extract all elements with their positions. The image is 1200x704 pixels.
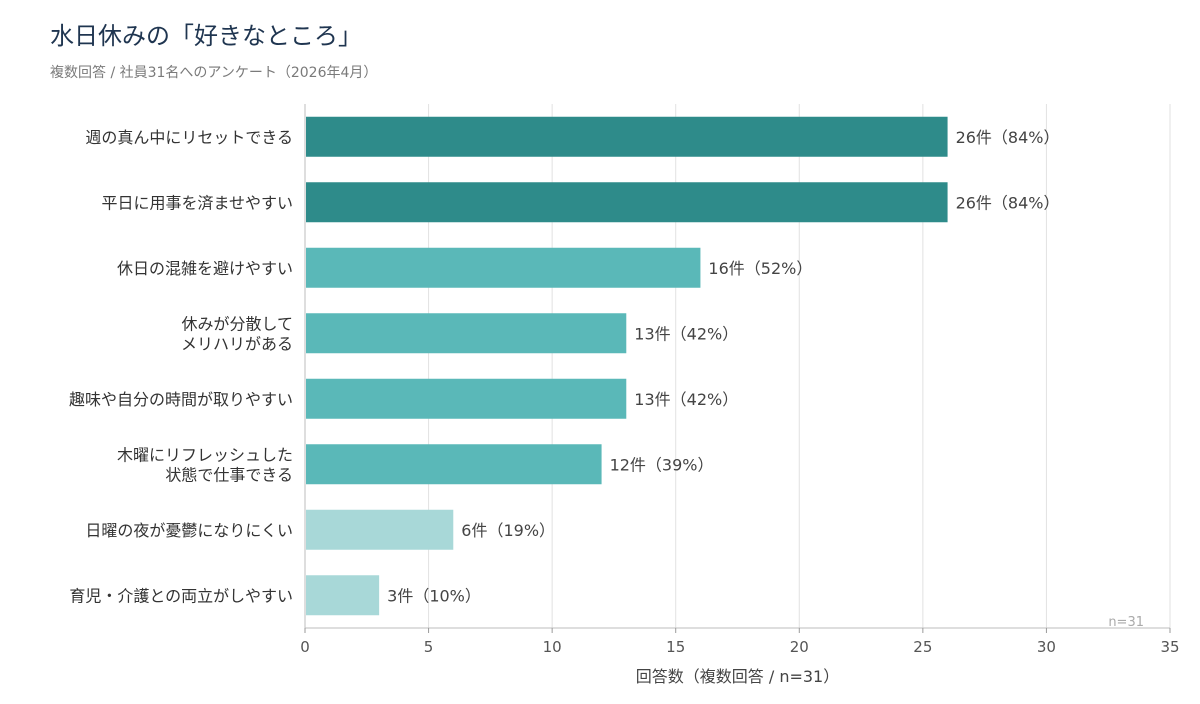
bar	[306, 378, 627, 419]
x-tick-label: 5	[424, 638, 434, 656]
x-axis-title: 回答数（複数回答 / n=31）	[636, 667, 839, 686]
value-label: 13件（42%）	[634, 324, 738, 343]
x-tick-label: 30	[1037, 638, 1056, 656]
chart-subtitle: 複数回答 / 社員31名へのアンケート（2026年4月）	[50, 65, 378, 81]
category-label: 休みが分散してメリハリがある	[181, 314, 293, 353]
value-label: 6件（19%）	[461, 521, 555, 540]
bar	[306, 116, 948, 157]
value-label: 13件（42%）	[634, 390, 738, 409]
category-label: 木曜にリフレッシュした状態で仕事できる	[117, 445, 293, 484]
category-label: 日曜の夜が憂鬱になりにくい	[85, 521, 293, 540]
x-tick-label: 20	[790, 638, 809, 656]
bar	[306, 182, 948, 223]
x-tick-label: 10	[543, 638, 562, 656]
x-tick-label: 0	[300, 638, 310, 656]
bar	[306, 444, 602, 485]
bar	[306, 247, 701, 288]
category-label: 平日に用事を済ませやすい	[101, 193, 293, 212]
sample-size-annotation: n=31	[1108, 615, 1144, 630]
value-label: 26件（84%）	[956, 128, 1060, 147]
category-label: 週の真ん中にリセットできる	[85, 128, 293, 147]
bar	[306, 575, 380, 616]
x-tick-label: 25	[913, 638, 932, 656]
x-tick-label: 15	[666, 638, 685, 656]
value-label: 12件（39%）	[610, 455, 714, 474]
x-tick-label: 35	[1160, 638, 1179, 656]
category-label: 育児・介護との両立がしやすい	[69, 586, 293, 605]
value-label: 16件（52%）	[708, 259, 812, 278]
value-label: 26件（84%）	[956, 193, 1060, 212]
chart-title: 水日休みの「好きなところ」	[50, 22, 362, 50]
category-label: 趣味や自分の時間が取りやすい	[69, 390, 293, 409]
category-label: 休日の混雑を避けやすい	[117, 259, 293, 278]
bar	[306, 509, 454, 550]
value-label: 3件（10%）	[387, 586, 481, 605]
bar	[306, 313, 627, 354]
